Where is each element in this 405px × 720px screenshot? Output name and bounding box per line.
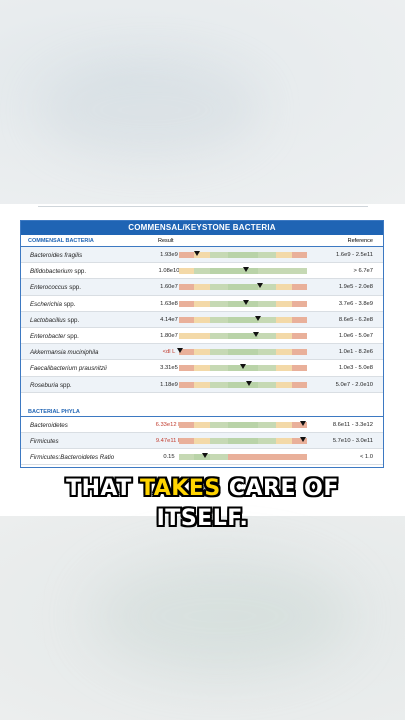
document-rule [38, 204, 368, 207]
result-value: 1.08e10 [158, 268, 180, 275]
result-value: 1.18e9 [160, 381, 178, 388]
reference-range: 8.6e11 - 3.3e12 [332, 421, 373, 428]
result-marker-icon [255, 315, 262, 321]
result-value: 1.80e7 [160, 332, 178, 339]
result-value: 0.15 [163, 454, 175, 461]
section-label: COMMENSAL BACTERIA [28, 238, 94, 244]
result-column-label: Result [158, 238, 174, 244]
result-marker-icon [242, 299, 249, 305]
reference-range: 1.6e9 - 2.5e11 [336, 252, 373, 258]
bacteria-name: Enterococcus spp. [30, 284, 81, 292]
reference-range: 3.7e6 - 3.8e9 [338, 300, 373, 307]
bacteria-name: Bacteroides fragilis [30, 252, 83, 259]
reference-range: 5.0e7 - 2.0e10 [335, 381, 373, 388]
table-row: Bifidobacterium spp. 1.08e10 > 6.7e7 [21, 263, 383, 280]
range-bar [179, 349, 307, 356]
bacteria-name: Escherichia spp. [30, 300, 76, 308]
result-marker-icon [177, 348, 184, 354]
reference-range: 1.0e6 - 5.0e7 [338, 332, 373, 339]
range-bar [179, 381, 307, 388]
reference-range: 1.9e5 - 2.0e8 [338, 284, 373, 291]
result-value: 6.33e12 H [155, 421, 183, 428]
bacteria-name: Firmicutes [30, 437, 59, 445]
result-marker-icon [252, 331, 259, 337]
bacteria-name: Akkermansia muciniphila [30, 349, 99, 357]
range-bar [179, 454, 307, 461]
bacteria-name: Lactobacillus spp. [30, 316, 80, 324]
table-row: Akkermansia muciniphila <dl L 1.0e1 - 8.2e… [21, 344, 383, 361]
commensal-panel: COMMENSAL/KEYSTONE BACTERIA COMMENSAL BA… [20, 220, 384, 468]
result-value: 4.14e7 [160, 316, 178, 323]
range-bar [179, 437, 307, 444]
bacteria-name: Bifidobacterium spp. [30, 268, 87, 276]
result-marker-icon [300, 420, 307, 426]
bacteria-name: Faecalibacterium prausnitzii [30, 365, 107, 373]
result-value: 3.31e5 [160, 365, 178, 372]
reference-range: 5.7e10 - 3.0e11 [332, 437, 373, 444]
table-row: Enterobacter spp. 1.80e7 1.0e6 - 5.0e7 [21, 328, 383, 345]
table-row: Firmicutes:Bacteroidetes Ratio 0.15 < 1.0 [21, 449, 383, 466]
table-row: Faecalibacterium prausnitzii 3.31e5 1.0e3 … [21, 360, 383, 377]
panel-title: COMMENSAL/KEYSTONE BACTERIA [21, 221, 383, 235]
bacteria-name: Enterobacter spp. [30, 332, 79, 340]
reference-range: 1.0e1 - 8.2e6 [338, 349, 373, 356]
range-bar [179, 284, 307, 291]
blurred-background-top [0, 0, 405, 204]
table-row: Escherichia spp. 1.63e8 3.7e6 - 3.8e9 [21, 296, 383, 312]
bacteria-name: Firmicutes:Bacteroidetes Ratio [30, 454, 115, 462]
table-row: Roseburia spp. 1.18e9 5.0e7 - 2.0e10 [21, 376, 383, 393]
table-row: Lactobacillus spp. 4.14e7 8.6e5 - 6.2e8 [21, 311, 383, 328]
bacteria-name: Bacteroidetes [30, 421, 68, 429]
caption-highlight-word: TAKES [139, 476, 221, 501]
range-bar [179, 421, 307, 428]
bacteria-name: Roseburia spp. [30, 381, 72, 389]
table-row: Firmicutes 9.47e11 H 5.7e10 - 3.0e11 [21, 432, 383, 450]
result-value: 1.60e7 [160, 284, 178, 291]
table-row: Bacteroides fragilis 1.93e9 1.6e9 - 2.5e11 [21, 247, 383, 264]
table-row: Bacteroidetes 6.33e12 H 8.6e11 - 3.3e12 [21, 417, 383, 433]
caption-line-1: THAT TAKES CARE OF [0, 476, 405, 501]
phyla-label: BACTERIAL PHYLA [28, 408, 80, 415]
result-value: <dl L [162, 349, 176, 356]
range-bar [179, 332, 307, 339]
result-marker-icon [240, 364, 246, 370]
range-bar [179, 252, 307, 258]
caption-line-2: ITSELF. [156, 506, 249, 531]
reference-range: 1.0e3 - 5.0e8 [338, 365, 373, 372]
phyla-header: BACTERIAL PHYLA [21, 407, 383, 417]
result-value: 9.47e11 H [155, 437, 183, 444]
commensal-rows: Bacteroides fragilis 1.93e9 1.6e9 - 2.5e11… [21, 247, 383, 393]
caption-word: CARE OF [220, 476, 339, 501]
result-value: 1.63e8 [160, 300, 178, 307]
reference-range: 8.6e5 - 6.2e8 [338, 316, 373, 323]
table-row: Enterococcus spp. 1.60e7 1.9e5 - 2.0e8 [21, 279, 383, 296]
range-bar [179, 316, 307, 323]
caption-word: THAT [66, 476, 140, 501]
result-marker-icon [246, 380, 253, 386]
result-marker-icon [193, 251, 200, 256]
column-header: COMMENSAL BACTERIA Result Reference [21, 235, 383, 247]
phyla-rows: Bacteroidetes 6.33e12 H 8.6e11 - 3.3e12 Fir… [21, 417, 383, 466]
blurred-background-bottom [0, 516, 405, 720]
reference-range: > 6.7e7 [353, 268, 373, 275]
reference-range: < 1.0 [359, 454, 373, 461]
lab-report-document: COMMENSAL/KEYSTONE BACTERIA COMMENSAL BA… [0, 204, 405, 516]
result-marker-icon [242, 267, 249, 273]
reference-column-label: Reference [347, 238, 373, 244]
result-marker-icon [201, 453, 208, 459]
result-marker-icon [256, 283, 263, 289]
result-marker-icon [300, 436, 307, 442]
result-value: 1.93e9 [160, 252, 178, 258]
